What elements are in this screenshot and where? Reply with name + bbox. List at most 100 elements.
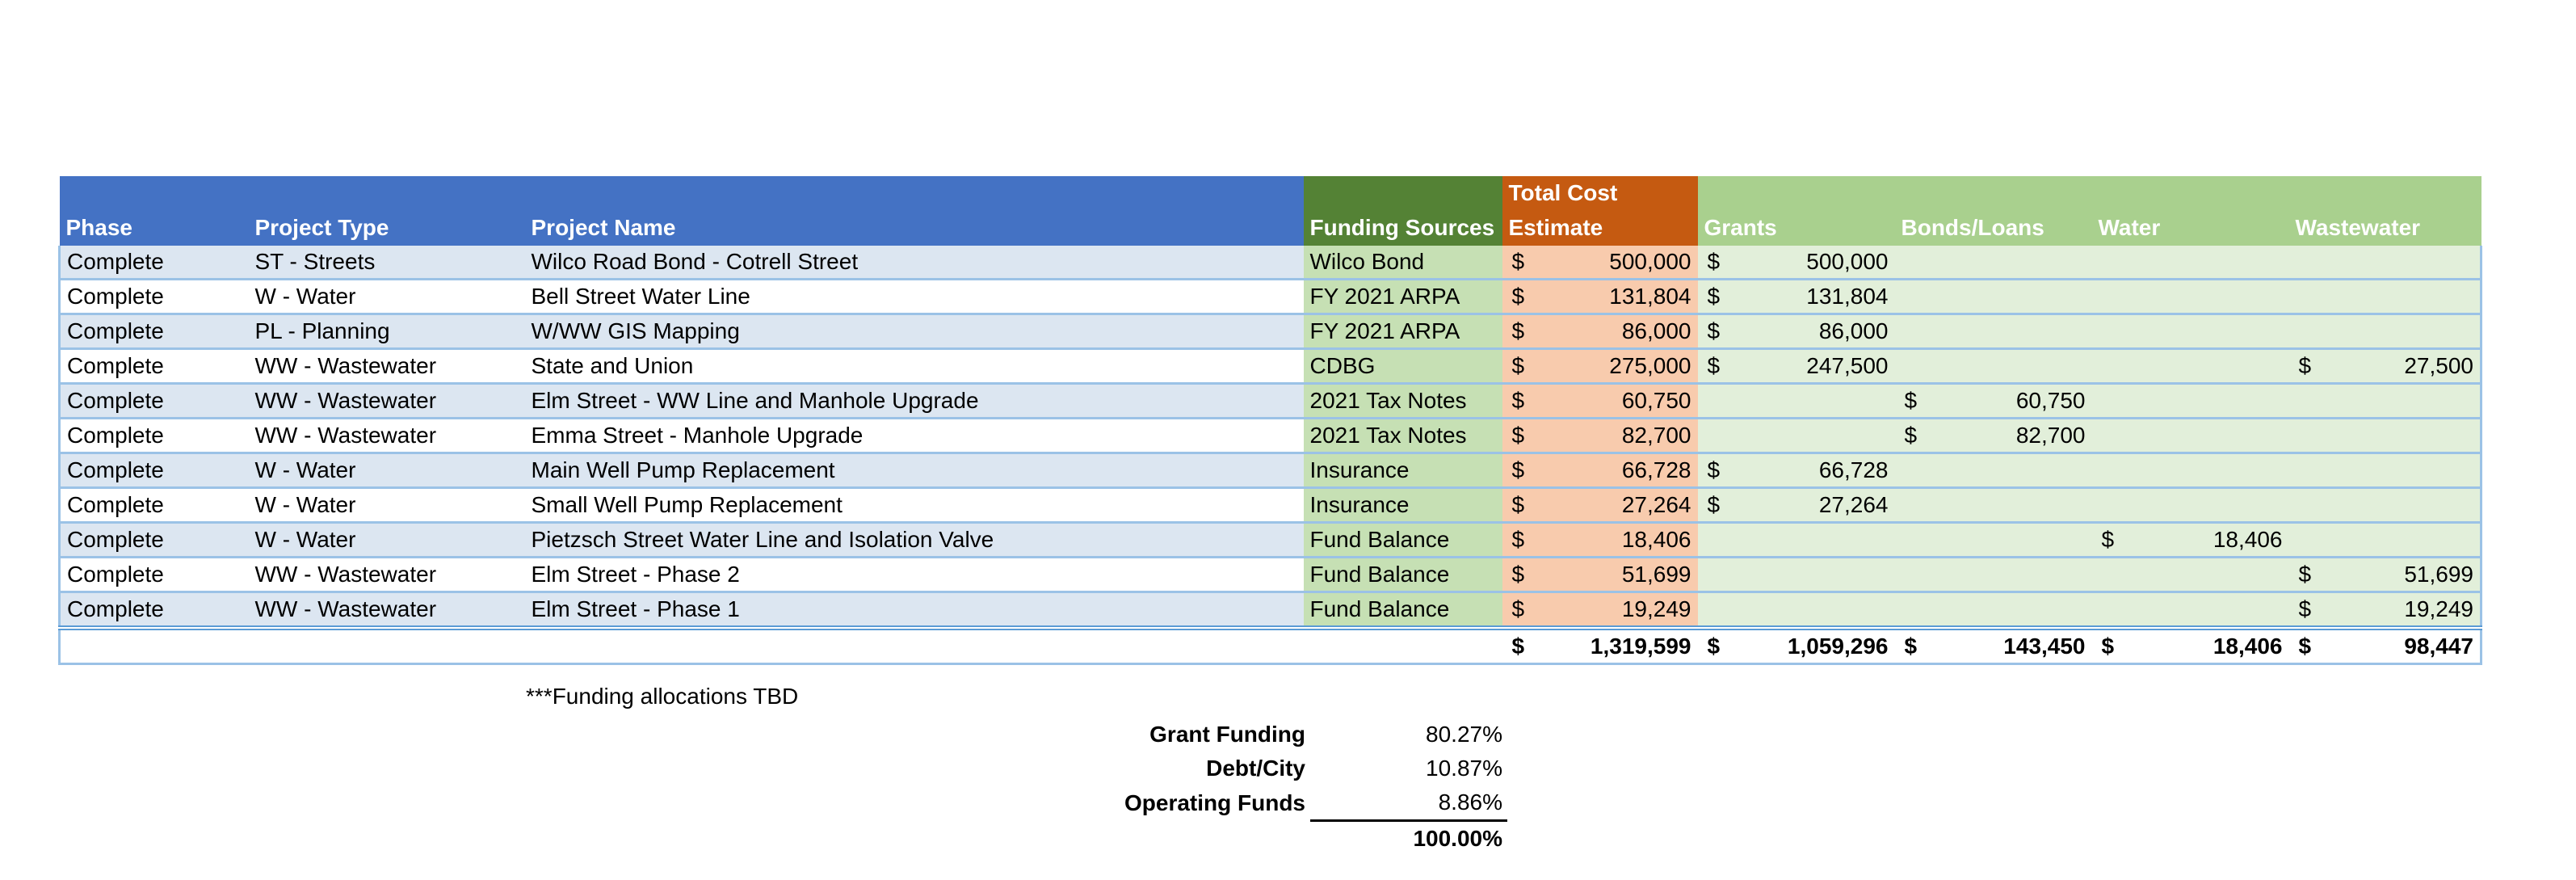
- amount: 82,700: [1621, 423, 1691, 448]
- currency-symbol: $: [1707, 284, 1721, 309]
- wastewater-cell: [2288, 418, 2482, 454]
- bonds-loans-cell-value: $60,750: [1902, 385, 2086, 416]
- bonds-loans-cell: [1894, 348, 2092, 385]
- summary-percent: 80.27%: [1426, 722, 1502, 747]
- currency-symbol: $: [1511, 596, 1525, 621]
- funding-source-cell: 2021 Tax Notes: [1303, 418, 1502, 454]
- amount: 66,728: [1818, 457, 1889, 482]
- currency-symbol: $: [1511, 249, 1525, 274]
- total-cost-cell-value: $66,728: [1509, 454, 1691, 486]
- bonds-loans-cell: [1894, 453, 2092, 489]
- currency-symbol: $: [1707, 318, 1721, 343]
- currency-symbol: $: [1707, 457, 1721, 482]
- phase-cell: Complete: [58, 487, 249, 524]
- table-row: Complete WW - Wastewater Elm Street - Phas…: [58, 592, 2482, 629]
- grants-cell-value: $66,728: [1704, 454, 1889, 486]
- bonds-loans-cell: [1894, 522, 2092, 558]
- grants-cell: $86,000: [1697, 314, 1895, 350]
- currency-symbol: $: [1511, 388, 1525, 413]
- table-row: Complete W - Water Small Well Pump Replace…: [58, 487, 2482, 524]
- total-cost-cell: $275,000: [1502, 348, 1698, 385]
- funding-source-cell: Wilco Bond: [1303, 246, 1502, 280]
- bonds-loans-cell: [1894, 487, 2092, 524]
- total-cost-cell-value: $500,000: [1509, 246, 1691, 277]
- header-phase-top: [59, 176, 249, 210]
- currency-symbol: $: [2298, 596, 2312, 621]
- totals-row: $1,319,599 $1,059,296 $143,450 $18,406 $98,4…: [58, 625, 2482, 665]
- total-cost-cell: $66,728: [1502, 453, 1698, 489]
- table-row: Complete WW - Wastewater State and Union CD…: [58, 348, 2482, 385]
- grants-cell: $66,728: [1697, 453, 1895, 489]
- header-project-type: Project Type: [248, 210, 525, 246]
- total-cost-sum-value: $1,319,599: [1509, 633, 1691, 662]
- header-funding-sources: Funding Sources: [1303, 210, 1502, 246]
- table-row: Complete WW - Wastewater Emma Street - Man…: [58, 418, 2482, 454]
- totals-blank: [524, 625, 1304, 665]
- water-sum-value: $18,406: [2099, 633, 2283, 662]
- header-funding-top: [1303, 176, 1502, 210]
- amount: 18,406: [1621, 527, 1691, 552]
- project-name-cell: State and Union: [524, 348, 1304, 385]
- project-type-cell: W - Water: [248, 522, 525, 558]
- phase-cell: Complete: [58, 279, 249, 315]
- project-type-cell: PL - Planning: [248, 314, 525, 350]
- summary-total-label: [1058, 821, 1310, 857]
- phase-cell: Complete: [58, 314, 249, 350]
- currency-symbol: $: [2298, 353, 2312, 378]
- grants-cell: $27,264: [1697, 487, 1895, 524]
- currency-symbol: $: [1511, 423, 1525, 448]
- currency-symbol: $: [1707, 353, 1721, 378]
- amount: 247,500: [1806, 353, 1889, 378]
- wastewater-cell: $51,699: [2288, 557, 2482, 593]
- currency-symbol: $: [1511, 457, 1525, 482]
- phase-cell: Complete: [58, 418, 249, 454]
- grants-sum: $1,059,296: [1697, 625, 1895, 665]
- total-cost-cell: $82,700: [1502, 418, 1698, 454]
- header-phase: Phase: [59, 210, 249, 246]
- capital-projects-table: Total Cost Phase Project Type Project Na…: [58, 176, 2482, 665]
- amount: 27,264: [1621, 492, 1691, 517]
- table-row: Complete W - Water Bell Street Water Line F…: [58, 279, 2482, 315]
- phase-cell: Complete: [58, 246, 249, 280]
- wastewater-cell: [2288, 246, 2482, 280]
- header-total-cost-line1: Total Cost: [1502, 176, 1698, 210]
- amount: 19,249: [1621, 596, 1691, 621]
- total-cost-cell-value: $18,406: [1509, 524, 1691, 555]
- total-cost-cell: $131,804: [1502, 279, 1698, 315]
- amount: 1,059,296: [1787, 634, 1889, 659]
- amount: 275,000: [1609, 353, 1691, 378]
- header-water-top: [2091, 176, 2289, 210]
- header-row: Phase Project Type Project Name Funding …: [59, 210, 2481, 246]
- amount: 86,000: [1621, 318, 1691, 343]
- water-cell: [2091, 279, 2289, 315]
- project-type-cell: WW - Wastewater: [248, 383, 525, 419]
- header-water: Water: [2091, 210, 2289, 246]
- phase-cell: Complete: [58, 348, 249, 385]
- project-name-cell: Elm Street - Phase 2: [524, 557, 1304, 593]
- water-cell: [2091, 314, 2289, 350]
- header-row-top: Total Cost: [59, 176, 2481, 210]
- funding-source-cell: Fund Balance: [1303, 522, 1502, 558]
- summary-label: Debt/City: [1206, 756, 1305, 781]
- funding-source-cell: Fund Balance: [1303, 557, 1502, 593]
- grants-cell: $500,000: [1697, 246, 1895, 280]
- currency-symbol: $: [2101, 634, 2115, 659]
- summary-row: Operating Funds 8.86%: [1058, 785, 1507, 822]
- amount: 1,319,599: [1590, 634, 1691, 659]
- amount: 131,804: [1806, 284, 1889, 309]
- total-cost-cell-value: $82,700: [1509, 419, 1691, 451]
- table-row: Complete W - Water Pietzsch Street Water L…: [58, 522, 2482, 558]
- grants-cell: [1697, 592, 1895, 629]
- project-name-cell: Small Well Pump Replacement: [524, 487, 1304, 524]
- currency-symbol: $: [1511, 353, 1525, 378]
- project-name-cell: Wilco Road Bond - Cotrell Street: [524, 246, 1304, 280]
- wastewater-cell: [2288, 383, 2482, 419]
- amount: 27,500: [2404, 353, 2473, 378]
- wastewater-cell: [2288, 279, 2482, 315]
- grants-cell: $131,804: [1697, 279, 1895, 315]
- table-row: Complete ST - Streets Wilco Road Bond - Co…: [58, 246, 2482, 280]
- project-type-cell: WW - Wastewater: [248, 418, 525, 454]
- funding-source-cell: Insurance: [1303, 487, 1502, 524]
- phase-cell: Complete: [58, 557, 249, 593]
- summary-label: Operating Funds: [1124, 789, 1305, 815]
